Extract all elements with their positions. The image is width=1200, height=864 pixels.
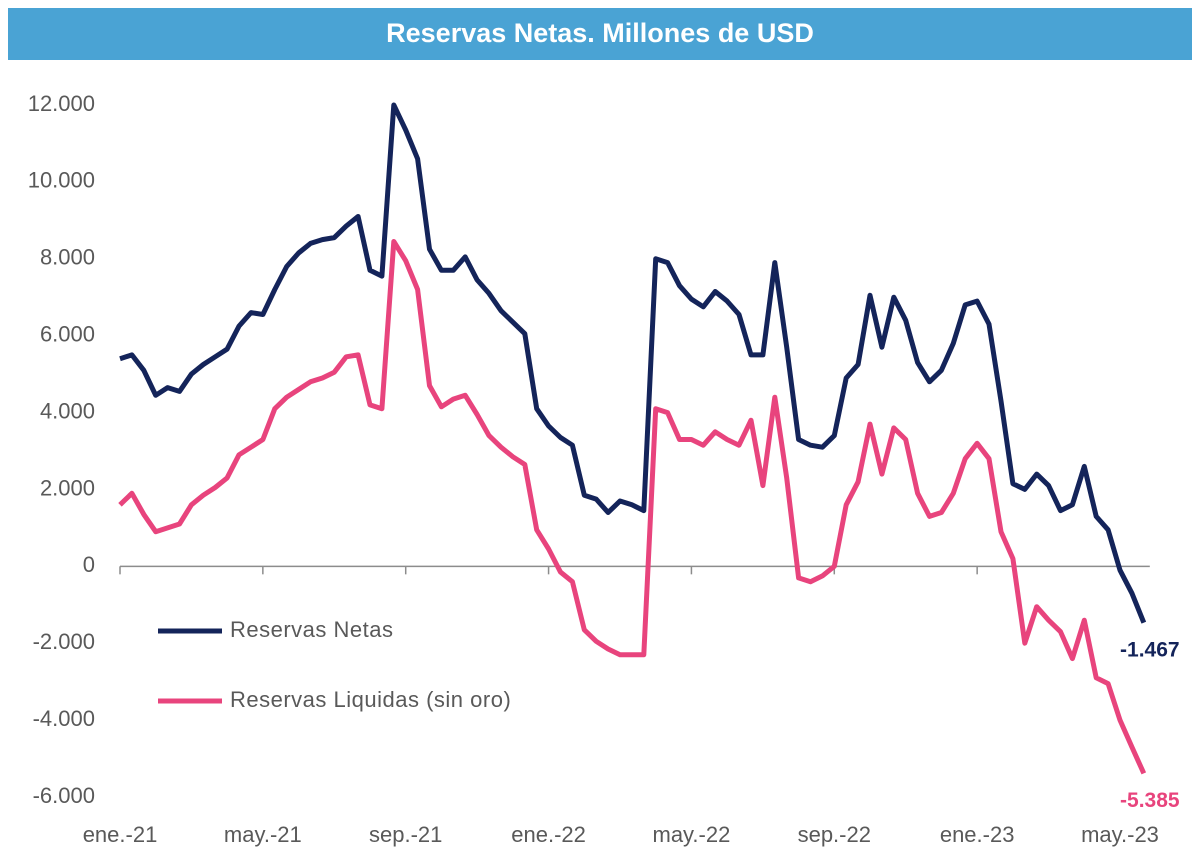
x-tick-label: ene.-22 [511,822,586,847]
x-tick-label: ene.-23 [940,822,1015,847]
x-tick-label: may.-22 [653,822,731,847]
y-tick-label: 0 [83,552,95,577]
y-tick-label: 8.000 [40,245,95,270]
title-bar [8,8,1192,60]
y-tick-label: 4.000 [40,398,95,423]
data-label: -1.467 [1120,638,1180,661]
y-tick-label: 6.000 [40,321,95,346]
data-label: -5.385 [1120,789,1180,812]
x-tick-label: may.-21 [224,822,302,847]
y-tick-label: 2.000 [40,475,95,500]
legend-label: Reservas Liquidas (sin oro) [230,687,511,712]
y-tick-label: 12.000 [28,91,95,116]
chart-title: Reservas Netas. Millones de USD [386,18,814,48]
legend-label: Reservas Netas [230,617,394,642]
x-tick-label: ene.-21 [83,822,158,847]
x-tick-label: may.-23 [1081,822,1159,847]
y-tick-label: 10.000 [28,168,95,193]
x-tick-label: sep.-22 [798,822,871,847]
y-tick-label: -2.000 [33,629,95,654]
series-line [119,102,1147,624]
series-line [118,239,1147,775]
y-tick-label: -6.000 [33,783,95,808]
x-tick-label: sep.-21 [369,822,442,847]
y-tick-label: -4.000 [33,706,95,731]
